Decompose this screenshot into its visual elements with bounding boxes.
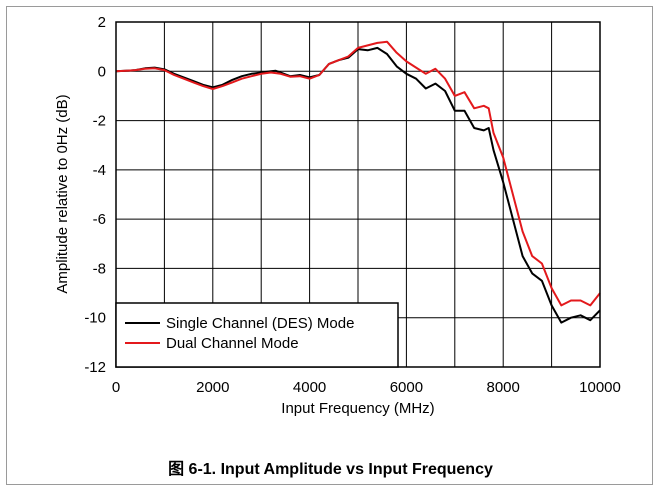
series-lines — [115, 40, 601, 324]
figure-caption: 图 6-1. Input Amplitude vs Input Frequenc… — [168, 461, 493, 478]
y-axis-label: Amplitude relative to 0Hz (dB) — [54, 94, 71, 293]
y-tick-label: -8 — [93, 260, 106, 277]
y-tick-label: -2 — [93, 113, 106, 130]
x-tick-label: 4000 — [293, 379, 326, 396]
y-tick-label: 2 — [98, 14, 106, 31]
x-tick-label: 6000 — [390, 379, 423, 396]
figure-frame — [6, 6, 653, 485]
legend-box — [115, 302, 399, 368]
x-tick-label: 2000 — [196, 379, 229, 396]
legend-label-single-channel: Single Channel (DES) Mode — [166, 315, 354, 332]
y-tick-label: -12 — [84, 359, 106, 376]
y-tick-label: 0 — [98, 63, 106, 80]
legend: Single Channel (DES) Mode Dual Channel M… — [115, 302, 399, 368]
x-tick-label: 0 — [112, 379, 120, 396]
legend-label-dual-channel: Dual Channel Mode — [166, 335, 299, 352]
x-tick-label: 8000 — [487, 379, 520, 396]
series-line-dual-channel — [115, 40, 601, 307]
y-tick-label: -10 — [84, 310, 106, 327]
x-tick-label: 10000 — [579, 379, 621, 396]
y-tick-label: -6 — [93, 211, 106, 228]
y-tick-label: -4 — [93, 162, 106, 179]
x-axis-label: Input Frequency (MHz) — [281, 400, 434, 417]
tick-labels: 0 2000 4000 6000 8000 10000 2 0 -2 -4 -6 -8 -10 -12 — [84, 14, 621, 396]
